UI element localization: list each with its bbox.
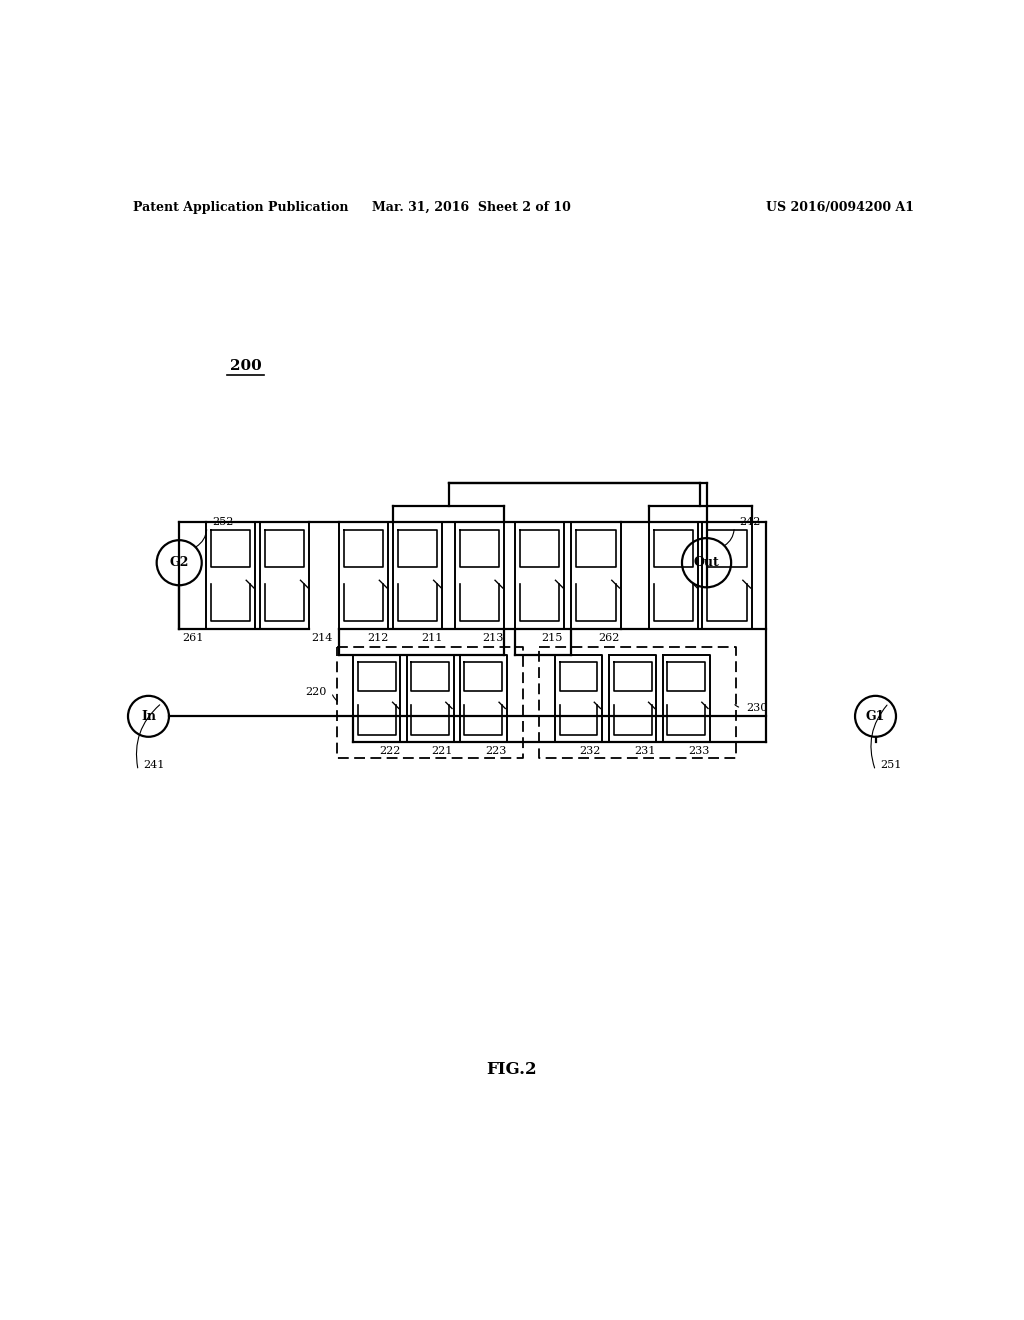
- Text: 213: 213: [482, 634, 504, 643]
- Text: 252: 252: [212, 516, 233, 527]
- Text: 222: 222: [379, 746, 400, 756]
- Text: In: In: [141, 710, 156, 723]
- Text: 200: 200: [230, 359, 262, 374]
- Text: 251: 251: [881, 760, 902, 771]
- Text: 230: 230: [746, 702, 768, 713]
- Text: 232: 232: [580, 746, 601, 756]
- Text: 262: 262: [598, 634, 620, 643]
- Text: 221: 221: [431, 746, 453, 756]
- Text: 212: 212: [368, 634, 389, 643]
- Text: 211: 211: [421, 634, 442, 643]
- Text: G1: G1: [866, 710, 885, 723]
- Text: 242: 242: [739, 516, 761, 527]
- Text: FIG.2: FIG.2: [486, 1061, 538, 1078]
- Text: 214: 214: [311, 634, 333, 643]
- Text: US 2016/0094200 A1: US 2016/0094200 A1: [766, 201, 913, 214]
- Text: Mar. 31, 2016  Sheet 2 of 10: Mar. 31, 2016 Sheet 2 of 10: [372, 201, 570, 214]
- Text: 215: 215: [542, 634, 563, 643]
- Text: 233: 233: [688, 746, 710, 756]
- Text: Patent Application Publication: Patent Application Publication: [133, 201, 348, 214]
- Text: 220: 220: [305, 688, 327, 697]
- Text: 241: 241: [143, 760, 165, 771]
- Text: 261: 261: [182, 634, 204, 643]
- Text: 223: 223: [485, 746, 507, 756]
- Text: G2: G2: [170, 556, 188, 569]
- Text: 231: 231: [634, 746, 655, 756]
- Text: Out: Out: [693, 556, 720, 569]
